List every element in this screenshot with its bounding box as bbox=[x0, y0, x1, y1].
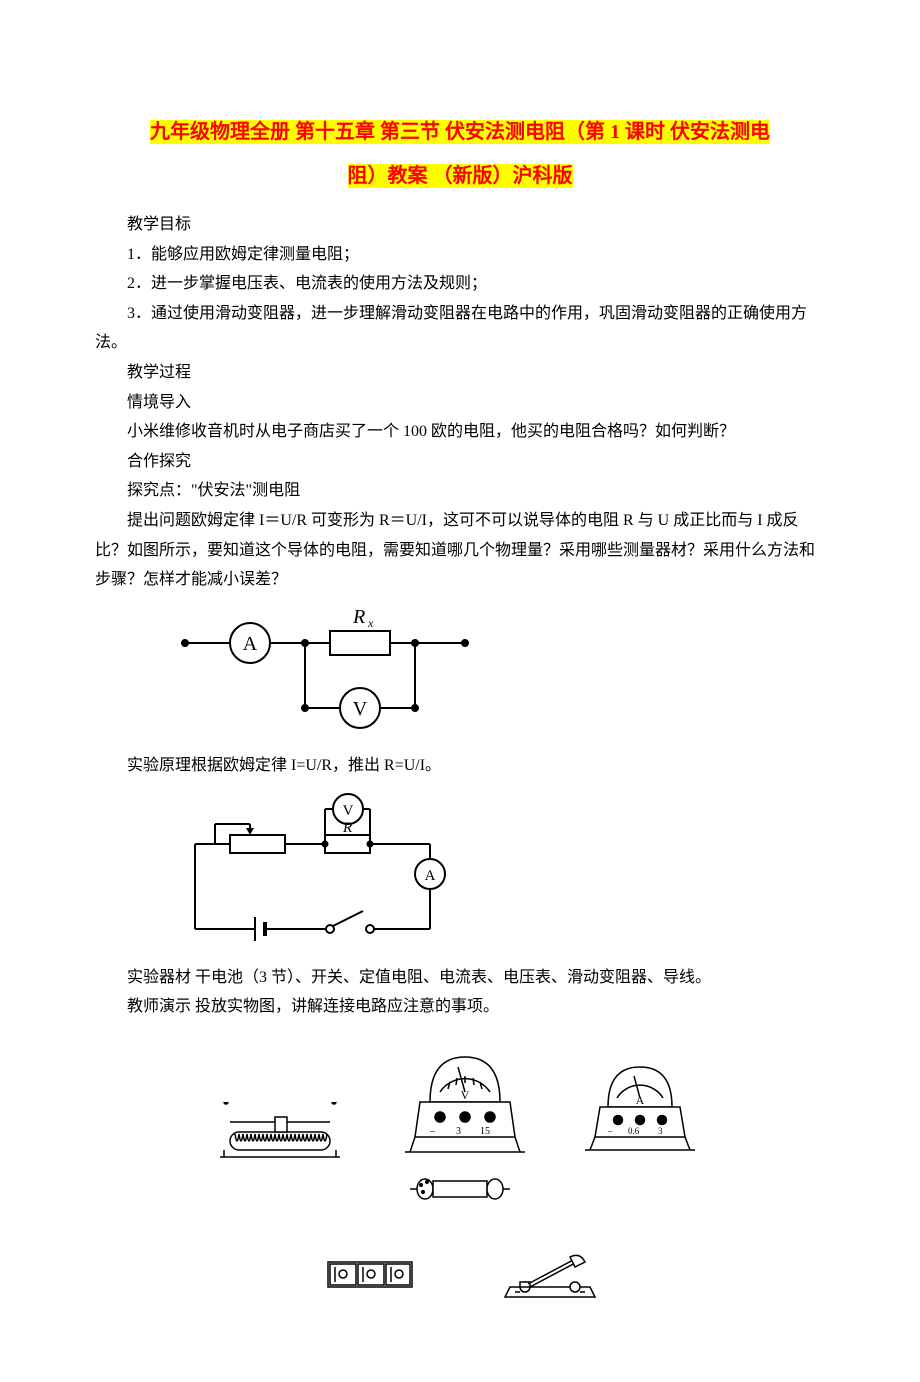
coop-header: 合作探究 bbox=[95, 447, 825, 477]
svg-text:–: – bbox=[429, 1126, 436, 1137]
circuit-diagram-1: A V R x bbox=[175, 603, 825, 744]
switch-icon bbox=[500, 1247, 600, 1302]
resistor-label-2: R bbox=[342, 820, 352, 836]
title-line-1: 九年级物理全册 第十五章 第三节 伏安法测电阻（第 1 课时 伏安法测电 bbox=[95, 110, 825, 154]
circuit-diagram-2: V A R bbox=[175, 789, 825, 955]
svg-text:0.6: 0.6 bbox=[628, 1126, 640, 1136]
svg-text:V: V bbox=[461, 1088, 470, 1102]
svg-text:15: 15 bbox=[480, 1126, 490, 1137]
goal-1: 1．能够应用欧姆定律测量电阻； bbox=[95, 240, 825, 270]
equipment-illustrations: V – 3 15 bbox=[195, 1042, 725, 1302]
goal-3: 3．通过使用滑动变阻器，进一步理解滑动变阻器在电路中的作用，巩固滑动变阻器的正确… bbox=[95, 299, 825, 358]
voltmeter-label-2: V bbox=[343, 803, 354, 819]
svg-text:3: 3 bbox=[456, 1126, 461, 1137]
title-line-2: 阻）教案 （新版）沪科版 bbox=[95, 154, 825, 198]
goal-header: 教学目标 bbox=[95, 210, 825, 240]
resistor-label-r: R bbox=[352, 606, 365, 628]
situation-body: 小米维修收音机时从电子商店买了一个 100 欧的电阻，他买的电阻合格吗？如何判断… bbox=[95, 417, 825, 447]
svg-text:–: – bbox=[607, 1126, 613, 1136]
equipment: 实验器材 干电池（3 节）、开关、定值电阻、电流表、电压表、滑动变阻器、导线。 bbox=[95, 963, 825, 993]
process-header: 教学过程 bbox=[95, 358, 825, 388]
svg-text:A: A bbox=[636, 1093, 645, 1107]
battery-icon bbox=[320, 1252, 420, 1297]
voltmeter-label: V bbox=[353, 698, 368, 720]
ammeter-icon: A – 0.6 3 bbox=[580, 1052, 700, 1162]
svg-text:3: 3 bbox=[658, 1126, 663, 1136]
ammeter-label-2: A bbox=[425, 868, 436, 884]
principle: 实验原理根据欧姆定律 I=U/R，推出 R=U/I。 bbox=[95, 751, 825, 781]
situation-header: 情境导入 bbox=[95, 388, 825, 418]
rheostat-icon bbox=[220, 1102, 350, 1162]
teacher-demo: 教师演示 投放实物图，讲解连接电路应注意的事项。 bbox=[95, 992, 825, 1022]
voltmeter-icon: V – 3 15 bbox=[400, 1042, 530, 1162]
ammeter-label: A bbox=[243, 633, 258, 655]
fixed-resistor-icon bbox=[410, 1172, 510, 1207]
question-body: 提出问题欧姆定律 I＝U/R 可变形为 R＝U/I，这可不可以说导体的电阻 R … bbox=[95, 506, 825, 595]
resistor-label-x: x bbox=[367, 616, 374, 630]
goal-2: 2．进一步掌握电压表、电流表的使用方法及规则； bbox=[95, 269, 825, 299]
probe-header: 探究点："伏安法"测电阻 bbox=[95, 476, 825, 506]
